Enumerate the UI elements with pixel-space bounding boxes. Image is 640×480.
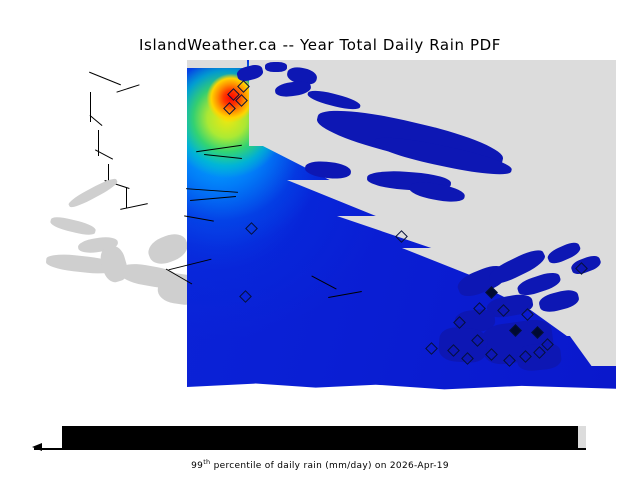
caption-suffix: percentile of daily rain (mm/day) on 202…	[210, 461, 449, 471]
island-landmass	[187, 60, 247, 68]
colorbar-overflow-swatch	[578, 426, 586, 448]
island-landmass	[265, 62, 287, 72]
coastline-stroke	[108, 164, 109, 186]
southern-mainland	[187, 383, 616, 405]
colorbar-caption: 99th percentile of daily rain (mm/day) o…	[0, 458, 640, 471]
colorbar-arrow-icon	[32, 443, 42, 451]
page-title: IslandWeather.ca -- Year Total Daily Rai…	[139, 36, 501, 54]
colorbar[interactable]	[62, 426, 586, 448]
colorbar-gradient	[62, 426, 578, 448]
caption-superscript: th	[203, 458, 211, 466]
rain-field-overlay	[187, 60, 616, 405]
coastline-stroke	[90, 92, 91, 122]
caption-prefix: 99	[191, 461, 204, 471]
coastline-stroke	[126, 188, 127, 208]
map-panel[interactable]	[28, 60, 616, 405]
colorbar-axis-line	[34, 448, 586, 450]
coastline-stroke	[98, 130, 99, 156]
